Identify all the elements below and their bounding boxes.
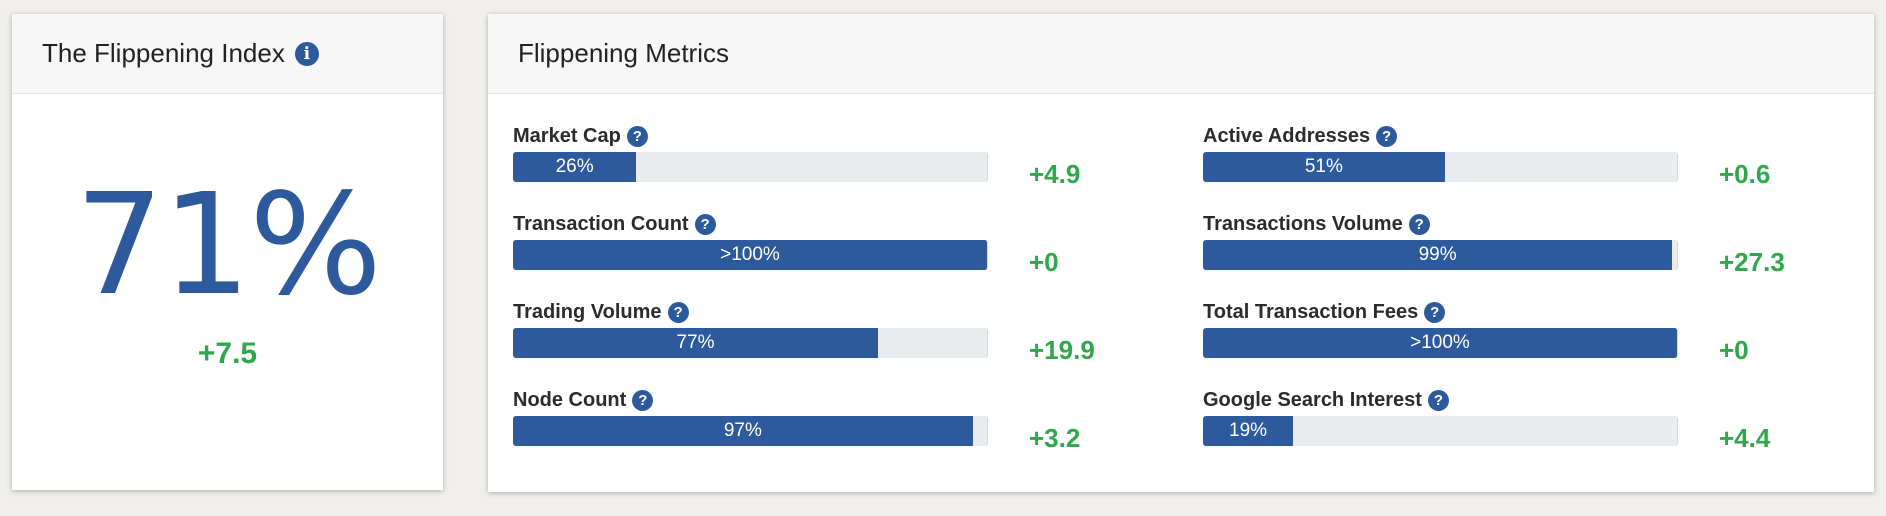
metric-change: +27.3 [1719, 247, 1785, 277]
flippening-metrics-card: Flippening Metrics Market Cap ? 26% +4.9… [488, 14, 1874, 492]
metric-label: Trading Volume [513, 300, 662, 323]
metric-change: +0 [1719, 335, 1749, 365]
metric-change: +0 [1029, 247, 1059, 277]
metrics-card-title: Flippening Metrics [518, 38, 729, 68]
progress-bar: >100% [513, 240, 988, 270]
progress-bar-fill: 99% [1203, 240, 1673, 270]
progress-bar: 99% [1203, 240, 1678, 270]
metric-total-transaction-fees: Total Transaction Fees ? >100% +0 [1203, 299, 1749, 365]
question-icon[interactable]: ? [1408, 213, 1430, 235]
progress-bar-fill: 97% [513, 416, 973, 446]
metric-label: Active Addresses [1203, 124, 1371, 147]
progress-bar-fill: 51% [1203, 152, 1445, 182]
index-card-header: The Flippening Index i [12, 14, 443, 94]
metric-label: Total Transaction Fees [1203, 300, 1419, 323]
metric-label: Transaction Count [513, 212, 689, 235]
metric-active-addresses: Active Addresses ? 51% +0.6 [1203, 123, 1770, 189]
progress-bar: 19% [1203, 416, 1678, 446]
progress-bar: 26% [513, 152, 988, 182]
question-icon[interactable]: ? [626, 125, 648, 147]
flippening-index-value: 71% [74, 164, 382, 327]
metric-change: +3.2 [1029, 423, 1081, 453]
metric-label: Google Search Interest [1203, 388, 1422, 411]
metric-change: +19.9 [1029, 335, 1095, 365]
metric-label: Transactions Volume [1203, 212, 1403, 235]
progress-bar: 51% [1203, 152, 1678, 182]
progress-bar: 97% [513, 416, 988, 446]
metrics-card-header: Flippening Metrics [488, 14, 1874, 94]
question-icon[interactable]: ? [1376, 125, 1398, 147]
question-icon[interactable]: ? [694, 213, 716, 235]
question-icon[interactable]: ? [667, 301, 689, 323]
metric-label: Market Cap [513, 124, 621, 147]
progress-bar: >100% [1203, 328, 1678, 358]
question-icon[interactable]: ? [632, 389, 654, 411]
progress-bar-fill: 19% [1203, 416, 1294, 446]
metric-transaction-count: Transaction Count ? >100% +0 [513, 211, 1059, 277]
progress-bar-fill: 77% [513, 328, 878, 358]
metric-trading-volume: Trading Volume ? 77% +19.9 [513, 299, 1095, 365]
progress-bar: 77% [513, 328, 988, 358]
metric-node-count: Node Count ? 97% +3.2 [513, 387, 1080, 453]
flippening-index-change: +7.5 [197, 337, 258, 370]
metric-market-cap: Market Cap ? 26% +4.9 [513, 123, 1080, 189]
metric-change: +4.4 [1719, 423, 1771, 453]
metric-change: +4.9 [1029, 159, 1081, 189]
metric-transactions-volume: Transactions Volume ? 99% +27.3 [1203, 211, 1785, 277]
metric-label: Node Count [513, 388, 627, 411]
question-icon[interactable]: ? [1424, 301, 1446, 323]
question-icon[interactable]: ? [1427, 389, 1449, 411]
metric-google-search-interest: Google Search Interest ? 19% +4.4 [1203, 387, 1770, 453]
index-card-title: The Flippening Index [42, 38, 285, 68]
progress-bar-fill: >100% [1203, 328, 1677, 358]
progress-bar-fill: 26% [513, 152, 637, 182]
flippening-index-card: The Flippening Index i 71% +7.5 [12, 14, 443, 490]
info-icon[interactable]: i [294, 41, 319, 66]
metric-change: +0.6 [1719, 159, 1771, 189]
progress-bar-fill: >100% [513, 240, 987, 270]
